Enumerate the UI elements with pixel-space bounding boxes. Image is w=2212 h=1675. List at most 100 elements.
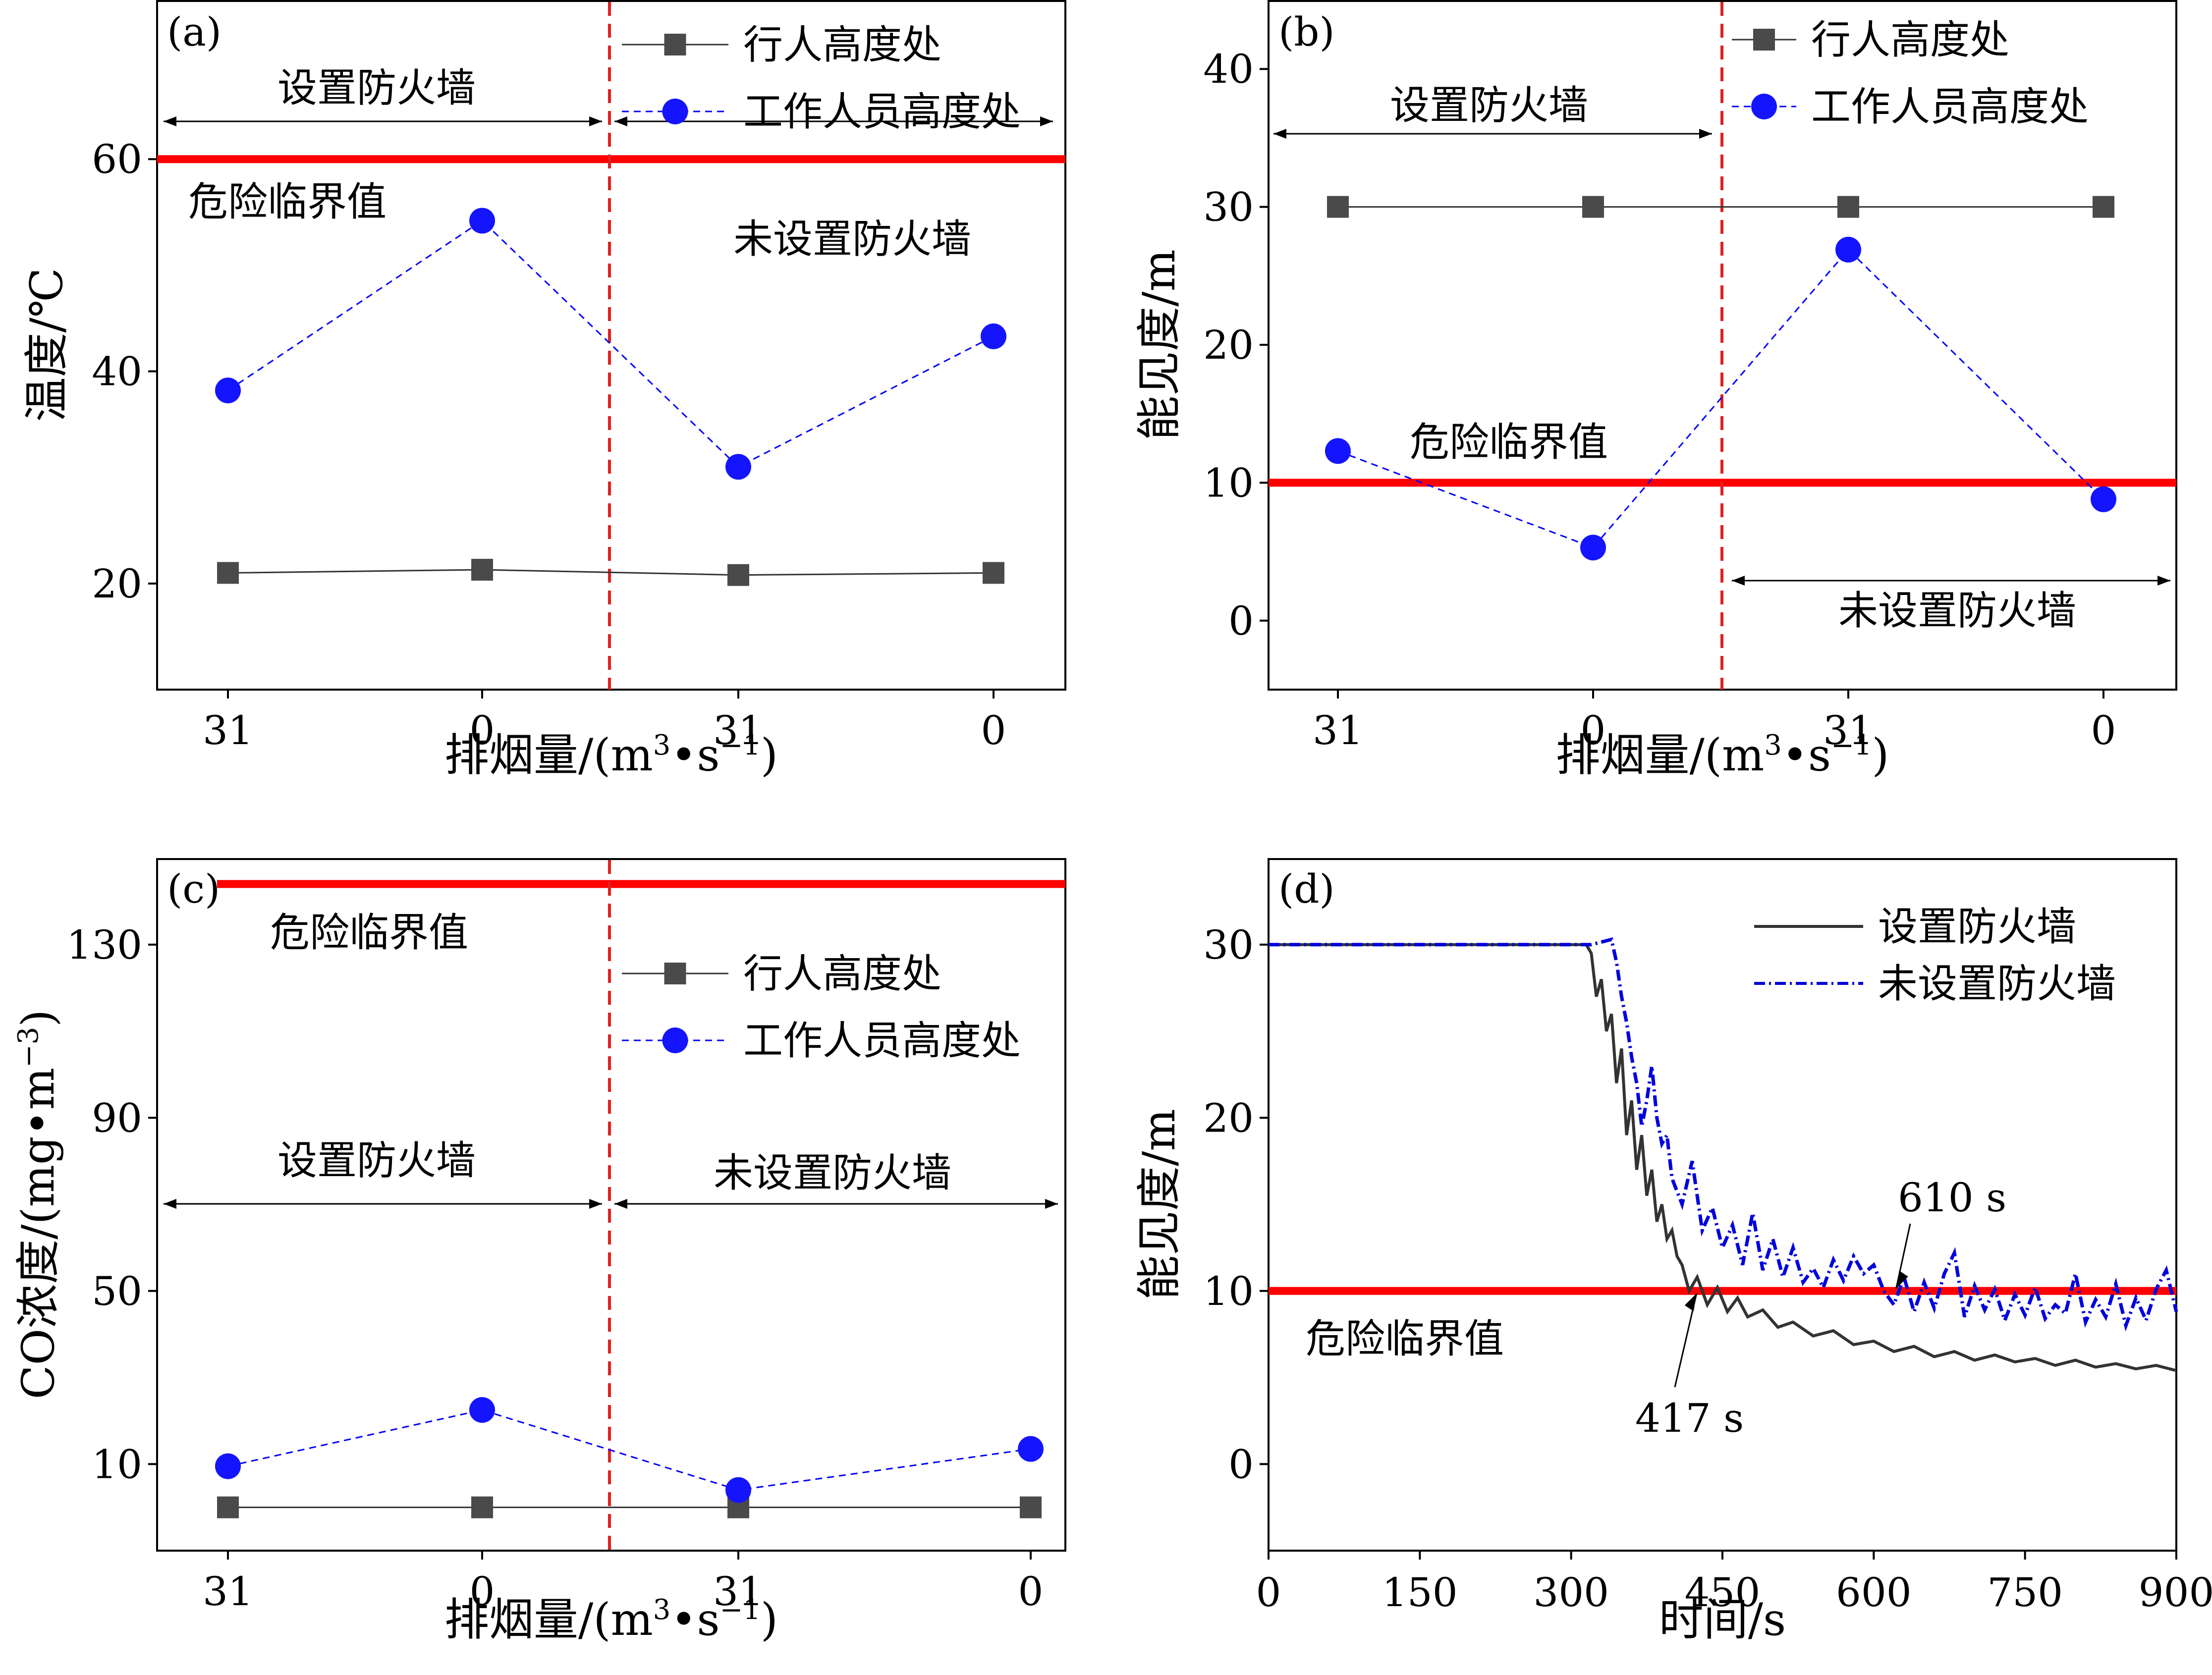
data-point bbox=[1835, 236, 1861, 263]
region-arrow-without bbox=[614, 116, 1053, 126]
time-series-line-1 bbox=[1269, 937, 2178, 1332]
region-arrow-without-head-right bbox=[2157, 576, 2170, 586]
y-axis-label: CO浓度/(mg•m−3) bbox=[12, 1010, 65, 1400]
legend-marker bbox=[662, 1027, 688, 1053]
region-arrow-without-head-left bbox=[614, 1199, 627, 1209]
plot-frame bbox=[156, 858, 1066, 1552]
time-series-line-0 bbox=[1269, 943, 2177, 1372]
data-point bbox=[981, 323, 1006, 349]
data-point bbox=[725, 1477, 751, 1503]
annotation-head-610 bbox=[1896, 1270, 1908, 1289]
y-tick-label: 10 bbox=[92, 1441, 142, 1487]
plot-frame bbox=[156, 0, 1066, 691]
data-point bbox=[469, 1397, 495, 1423]
legend-marker bbox=[664, 963, 686, 984]
threshold-label: 危险临界值 bbox=[188, 179, 387, 225]
region-label-without: 未设置防火墙 bbox=[714, 1150, 951, 1196]
data-point bbox=[1325, 438, 1351, 464]
x-tick-label: 750 bbox=[1987, 1569, 2063, 1616]
x-tick-label: 900 bbox=[2139, 1569, 2212, 1616]
region-arrow-without bbox=[1732, 576, 2170, 586]
x-tick-label: 450 bbox=[1685, 1569, 1761, 1616]
x-axis-label: 排烟量/(m3•s−1) bbox=[444, 729, 778, 782]
region-arrow-without-head-left bbox=[614, 116, 627, 126]
data-point bbox=[1580, 535, 1606, 561]
region-arrow-without-head-right bbox=[1045, 1199, 1058, 1209]
data-point bbox=[217, 562, 239, 584]
legend-label: 行人高度处 bbox=[743, 22, 941, 68]
data-point bbox=[215, 378, 241, 404]
threshold-label: 危险临界值 bbox=[270, 910, 468, 956]
annotation-610: 610 s bbox=[1898, 1175, 2006, 1221]
region-label-with: 设置防火墙 bbox=[277, 1137, 476, 1184]
region-arrow-with-head-left bbox=[164, 116, 176, 126]
data-point bbox=[1020, 1496, 1042, 1518]
legend-marker bbox=[1751, 94, 1777, 119]
x-tick-label: 300 bbox=[1533, 1569, 1609, 1616]
region-arrow-with-head-left bbox=[1273, 129, 1286, 139]
x-tick-label: 31 bbox=[203, 1568, 253, 1615]
region-arrow-with-head-right bbox=[1699, 129, 1712, 139]
data-point bbox=[2091, 486, 2116, 512]
y-tick-label: 90 bbox=[92, 1095, 142, 1141]
data-point bbox=[725, 454, 751, 480]
y-tick-label: 40 bbox=[1203, 46, 1254, 92]
region-label-with: 设置防火墙 bbox=[1390, 82, 1588, 128]
y-tick-label: 50 bbox=[92, 1268, 142, 1314]
data-point bbox=[1018, 1436, 1044, 1462]
panel-label: (d) bbox=[1278, 866, 1335, 912]
panel-label: (b) bbox=[1278, 9, 1335, 55]
series-line-1 bbox=[1337, 248, 2104, 549]
legend-marker bbox=[662, 99, 688, 124]
data-point bbox=[983, 562, 1004, 584]
x-axis-label: 排烟量/(m3•s−1) bbox=[1556, 729, 1889, 782]
legend-label: 行人高度处 bbox=[743, 951, 941, 997]
x-tick-label: 31 bbox=[1313, 707, 1363, 754]
x-tick-label: 0 bbox=[1581, 707, 1606, 754]
y-tick-label: 20 bbox=[92, 561, 142, 607]
y-tick-label: 0 bbox=[1228, 1441, 1254, 1487]
region-label-without: 未设置防火墙 bbox=[733, 216, 971, 262]
y-axis-label: 温度/℃ bbox=[21, 268, 73, 422]
region-arrow-without-head-left bbox=[1732, 576, 1745, 586]
series-line-0 bbox=[227, 569, 994, 576]
x-tick-label: 0 bbox=[470, 707, 495, 754]
panel-label: (c) bbox=[167, 866, 220, 912]
data-point bbox=[1837, 196, 1859, 218]
series-line-1 bbox=[227, 1409, 1031, 1491]
threshold-label: 危险临界值 bbox=[1306, 1316, 1504, 1362]
legend-label: 工作人员高度处 bbox=[743, 1018, 1021, 1064]
x-axis-label: 排烟量/(m3•s−1) bbox=[444, 1594, 778, 1646]
legend-label: 设置防火墙 bbox=[1878, 904, 2076, 950]
legend-marker bbox=[1753, 29, 1775, 51]
y-tick-label: 0 bbox=[1228, 598, 1254, 644]
legend-label: 工作人员高度处 bbox=[743, 89, 1021, 135]
legend-marker bbox=[664, 34, 686, 55]
region-arrow-with-head-left bbox=[164, 1199, 176, 1209]
y-tick-label: 10 bbox=[1203, 460, 1254, 506]
x-tick-label: 31 bbox=[203, 707, 253, 754]
y-axis-label: 能见度/m bbox=[1133, 249, 1185, 440]
x-tick-label: 150 bbox=[1382, 1569, 1458, 1616]
x-tick-label: 31 bbox=[713, 707, 764, 754]
y-tick-label: 30 bbox=[1203, 184, 1254, 230]
annotation-head-417 bbox=[1684, 1293, 1697, 1311]
x-tick-label: 31 bbox=[713, 1568, 764, 1615]
y-tick-label: 10 bbox=[1203, 1268, 1254, 1314]
x-tick-label: 31 bbox=[1823, 707, 1874, 754]
x-tick-label: 0 bbox=[1018, 1568, 1044, 1615]
data-point bbox=[217, 1496, 239, 1518]
region-label-without: 未设置防火墙 bbox=[1838, 588, 2076, 634]
x-axis-label: 时间/s bbox=[1659, 1594, 1786, 1646]
threshold-label: 危险临界值 bbox=[1410, 419, 1608, 465]
panel-label: (a) bbox=[167, 9, 221, 55]
data-point bbox=[471, 1496, 493, 1518]
region-label-with: 设置防火墙 bbox=[277, 65, 476, 111]
region-arrow-with bbox=[164, 1199, 602, 1209]
y-tick-label: 40 bbox=[92, 349, 142, 395]
